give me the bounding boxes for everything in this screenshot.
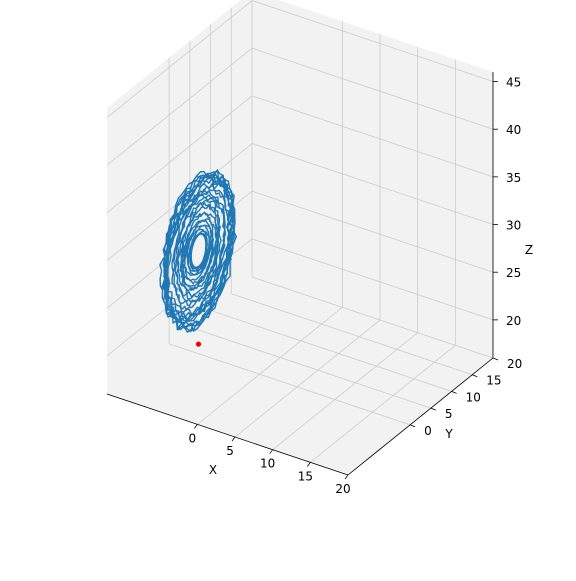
x-tick-mark bbox=[269, 449, 274, 454]
x-axis-label: X bbox=[209, 463, 217, 477]
x-axis-line bbox=[106, 393, 349, 476]
z-gridline-left bbox=[106, 95, 253, 214]
x-tick-mark bbox=[194, 424, 198, 429]
z-gridline-left bbox=[106, 47, 253, 166]
y-tick-mark bbox=[451, 391, 457, 394]
z-tick-label: 45 bbox=[506, 76, 521, 90]
y-tick-mark bbox=[430, 407, 437, 411]
y-tick-mark bbox=[409, 424, 416, 428]
x-tick-label: 15 bbox=[298, 469, 313, 483]
x-tick-label: 20 bbox=[335, 482, 350, 496]
y-tick-mark bbox=[472, 374, 478, 378]
y-tick-mark bbox=[492, 357, 499, 361]
z-gridline-back bbox=[251, 238, 494, 321]
y-gridline-floor bbox=[210, 310, 452, 392]
z-tick-label: 40 bbox=[506, 123, 521, 137]
x-tick-label: 0 bbox=[189, 431, 197, 445]
z-gridline-back bbox=[251, 143, 494, 225]
y-gridline-floor bbox=[169, 343, 411, 426]
floor-pane bbox=[107, 277, 493, 475]
back-pane bbox=[252, 0, 493, 358]
z-tick-label: 35 bbox=[506, 171, 521, 185]
y-axis-label: Y bbox=[444, 427, 453, 441]
x-gridline-floor bbox=[197, 307, 343, 425]
series-layer bbox=[159, 169, 237, 347]
y-gridline-floor bbox=[231, 293, 473, 376]
axes-panes bbox=[107, 0, 493, 475]
z-gridline-back bbox=[251, 95, 494, 178]
z-axis-label: Z bbox=[525, 243, 533, 257]
y-gridline-floor bbox=[251, 276, 494, 359]
x-gridline-floor bbox=[234, 319, 381, 438]
z-gridline-back bbox=[251, 0, 494, 82]
z-gridline-left bbox=[106, 0, 253, 118]
y-tick-label: 10 bbox=[466, 390, 481, 404]
x-tick-mark bbox=[307, 462, 311, 467]
z-gridline-back bbox=[251, 190, 494, 273]
axis-lines bbox=[106, 72, 494, 476]
x-gridline-floor bbox=[310, 345, 456, 463]
z-tick-label: 30 bbox=[506, 219, 521, 233]
trajectory-line bbox=[159, 169, 237, 333]
y-tick-label: 5 bbox=[445, 407, 453, 421]
start-point-marker bbox=[195, 341, 202, 347]
z-tick-label: 25 bbox=[506, 266, 521, 280]
x-tick-mark bbox=[344, 474, 349, 480]
z-gridline-back bbox=[251, 47, 494, 130]
x-tick-label: 5 bbox=[226, 444, 234, 458]
y-gridline-floor bbox=[189, 326, 431, 409]
x-tick-mark bbox=[231, 436, 236, 442]
x-gridline-floor bbox=[272, 332, 418, 450]
y-tick-label: 15 bbox=[486, 374, 501, 388]
y-tick-label: 0 bbox=[424, 424, 432, 438]
y-tick-label: 20 bbox=[507, 357, 522, 371]
z-tick-label: 20 bbox=[506, 314, 521, 328]
y-axis-line bbox=[347, 357, 494, 476]
x-tick-label: 10 bbox=[260, 457, 275, 471]
